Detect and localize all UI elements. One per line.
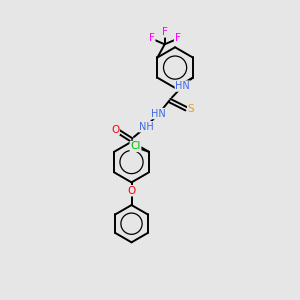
Text: NH: NH xyxy=(139,122,154,132)
Text: S: S xyxy=(188,104,194,114)
Text: F: F xyxy=(162,27,168,37)
Text: HN: HN xyxy=(175,81,190,91)
Text: HN: HN xyxy=(152,109,166,118)
Text: O: O xyxy=(111,124,119,135)
Text: Cl: Cl xyxy=(130,141,141,152)
Text: F: F xyxy=(175,33,181,43)
Text: O: O xyxy=(128,186,136,196)
Text: F: F xyxy=(149,33,155,43)
